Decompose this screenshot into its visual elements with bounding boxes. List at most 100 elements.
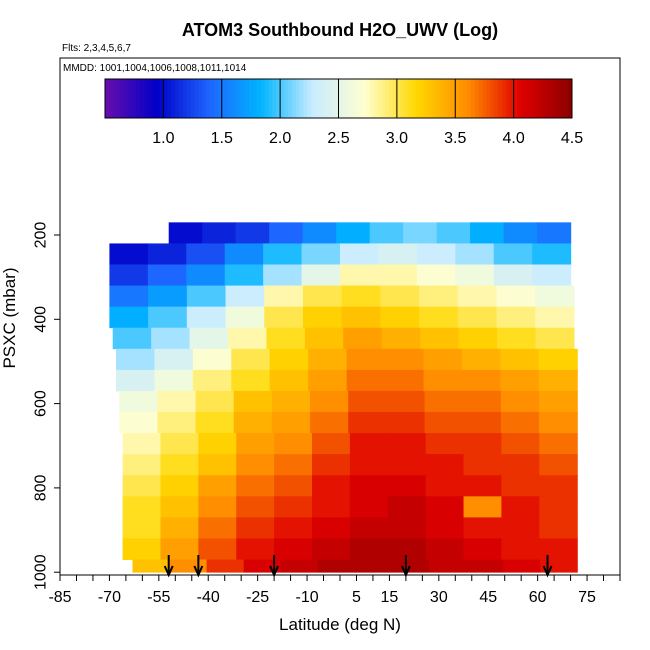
heat-cell (423, 369, 463, 392)
colorbar-swatch (256, 79, 262, 118)
heat-cell (236, 496, 275, 518)
colorbar-swatch (182, 79, 188, 118)
heat-cell (148, 285, 188, 308)
heat-cell (387, 475, 427, 497)
colorbar-swatch (408, 79, 413, 118)
colorbar-swatch (108, 79, 114, 118)
colorbar-swatch (357, 79, 363, 118)
colorbar-swatch (291, 79, 297, 118)
colorbar-swatch (132, 79, 137, 118)
colorbar-swatch (377, 79, 382, 118)
colorbar-swatch (178, 79, 184, 118)
colorbar-swatch (525, 79, 530, 118)
heat-cell (160, 496, 199, 518)
heat-cell (312, 538, 351, 560)
y-axis-label: PSXC (mbar) (0, 267, 19, 368)
heat-cell (539, 517, 578, 539)
colorbar-swatch (225, 79, 231, 118)
heat-cell (455, 264, 495, 286)
y-tick-label: 1000 (33, 554, 50, 590)
colorbar-swatch (404, 79, 410, 118)
x-tick-label: 75 (578, 589, 596, 606)
x-tick-label: -25 (246, 589, 269, 606)
colorbar-swatch (361, 79, 367, 118)
heat-cell (539, 412, 578, 434)
heat-cell (312, 496, 351, 518)
heat-cell (109, 264, 149, 286)
colorbar-swatch (505, 79, 511, 118)
heat-cell (503, 559, 541, 573)
heat-cell (493, 264, 533, 286)
colorbar-tick-label: 4.0 (503, 130, 525, 147)
heat-cell (461, 348, 501, 371)
heat-cell (269, 222, 304, 244)
colorbar-swatch (295, 79, 301, 118)
heat-cell (403, 222, 438, 244)
heat-cell (231, 348, 271, 371)
heat-cell (457, 306, 498, 329)
x-tick-label: -70 (98, 589, 121, 606)
dates-label: MMDD: 1001,1004,1006,1008,1011,1014 (63, 63, 247, 74)
heat-cell (264, 285, 304, 308)
heat-cell (312, 433, 351, 455)
colorbar-swatch (389, 79, 394, 118)
heat-cell (151, 327, 191, 350)
colorbar-swatch (435, 79, 441, 118)
heat-cell (348, 412, 387, 434)
heat-cell (497, 327, 537, 350)
heat-cell (424, 390, 464, 413)
heat-cell (310, 412, 349, 434)
heat-cell (160, 517, 199, 539)
heat-cell (157, 390, 197, 413)
flights-label: Flts: 2,3,4,5,6,7 (62, 43, 131, 54)
heat-cell (122, 475, 162, 497)
colorbar-tick-label: 2.0 (269, 130, 291, 147)
heat-cell (493, 243, 533, 265)
heat-cell (501, 454, 540, 476)
heat-cell (535, 285, 575, 308)
heat-cell (122, 433, 162, 455)
heat-cell (428, 559, 467, 573)
x-tick-label: 15 (381, 589, 399, 606)
colorbar-swatch (354, 79, 359, 118)
colorbar-swatch (455, 79, 460, 118)
heat-cell (225, 306, 265, 329)
heat-cell (198, 517, 237, 539)
heat-cell (501, 433, 540, 455)
heat-cell (425, 538, 465, 560)
heat-cell (386, 390, 426, 413)
heat-cell (195, 390, 235, 413)
heat-cell (189, 327, 229, 350)
colorbar-swatch (311, 79, 316, 118)
colorbar-swatch (521, 79, 526, 118)
colorbar-tick-label: 1.5 (211, 130, 233, 147)
colorbar-swatch (498, 79, 503, 118)
heat-cell (341, 306, 381, 329)
heat-cell (425, 517, 465, 539)
colorbar-swatch (509, 79, 515, 118)
colorbar-swatch (540, 79, 546, 118)
colorbar-swatch (124, 79, 129, 118)
heat-cell (186, 243, 226, 265)
heat-cell (419, 306, 459, 329)
heat-cell (198, 475, 237, 497)
heat-cell (336, 222, 371, 244)
colorbar-swatch (233, 79, 238, 118)
heat-cell (192, 348, 232, 371)
heat-cell (116, 348, 156, 371)
colorbar-swatch (568, 79, 573, 118)
heat-cell (160, 475, 199, 497)
x-tick-label: -55 (147, 589, 170, 606)
heat-cell (236, 538, 275, 560)
heat-cell (116, 369, 156, 392)
heat-cell (317, 559, 356, 573)
colorbar-swatch (463, 79, 468, 118)
colorbar-swatch (513, 79, 519, 118)
heat-cell (501, 475, 540, 497)
x-tick-label: -40 (197, 589, 220, 606)
heat-cell (340, 264, 380, 286)
heat-cell (500, 390, 540, 413)
heat-cell (501, 517, 540, 539)
colorbar-swatch (501, 79, 507, 118)
